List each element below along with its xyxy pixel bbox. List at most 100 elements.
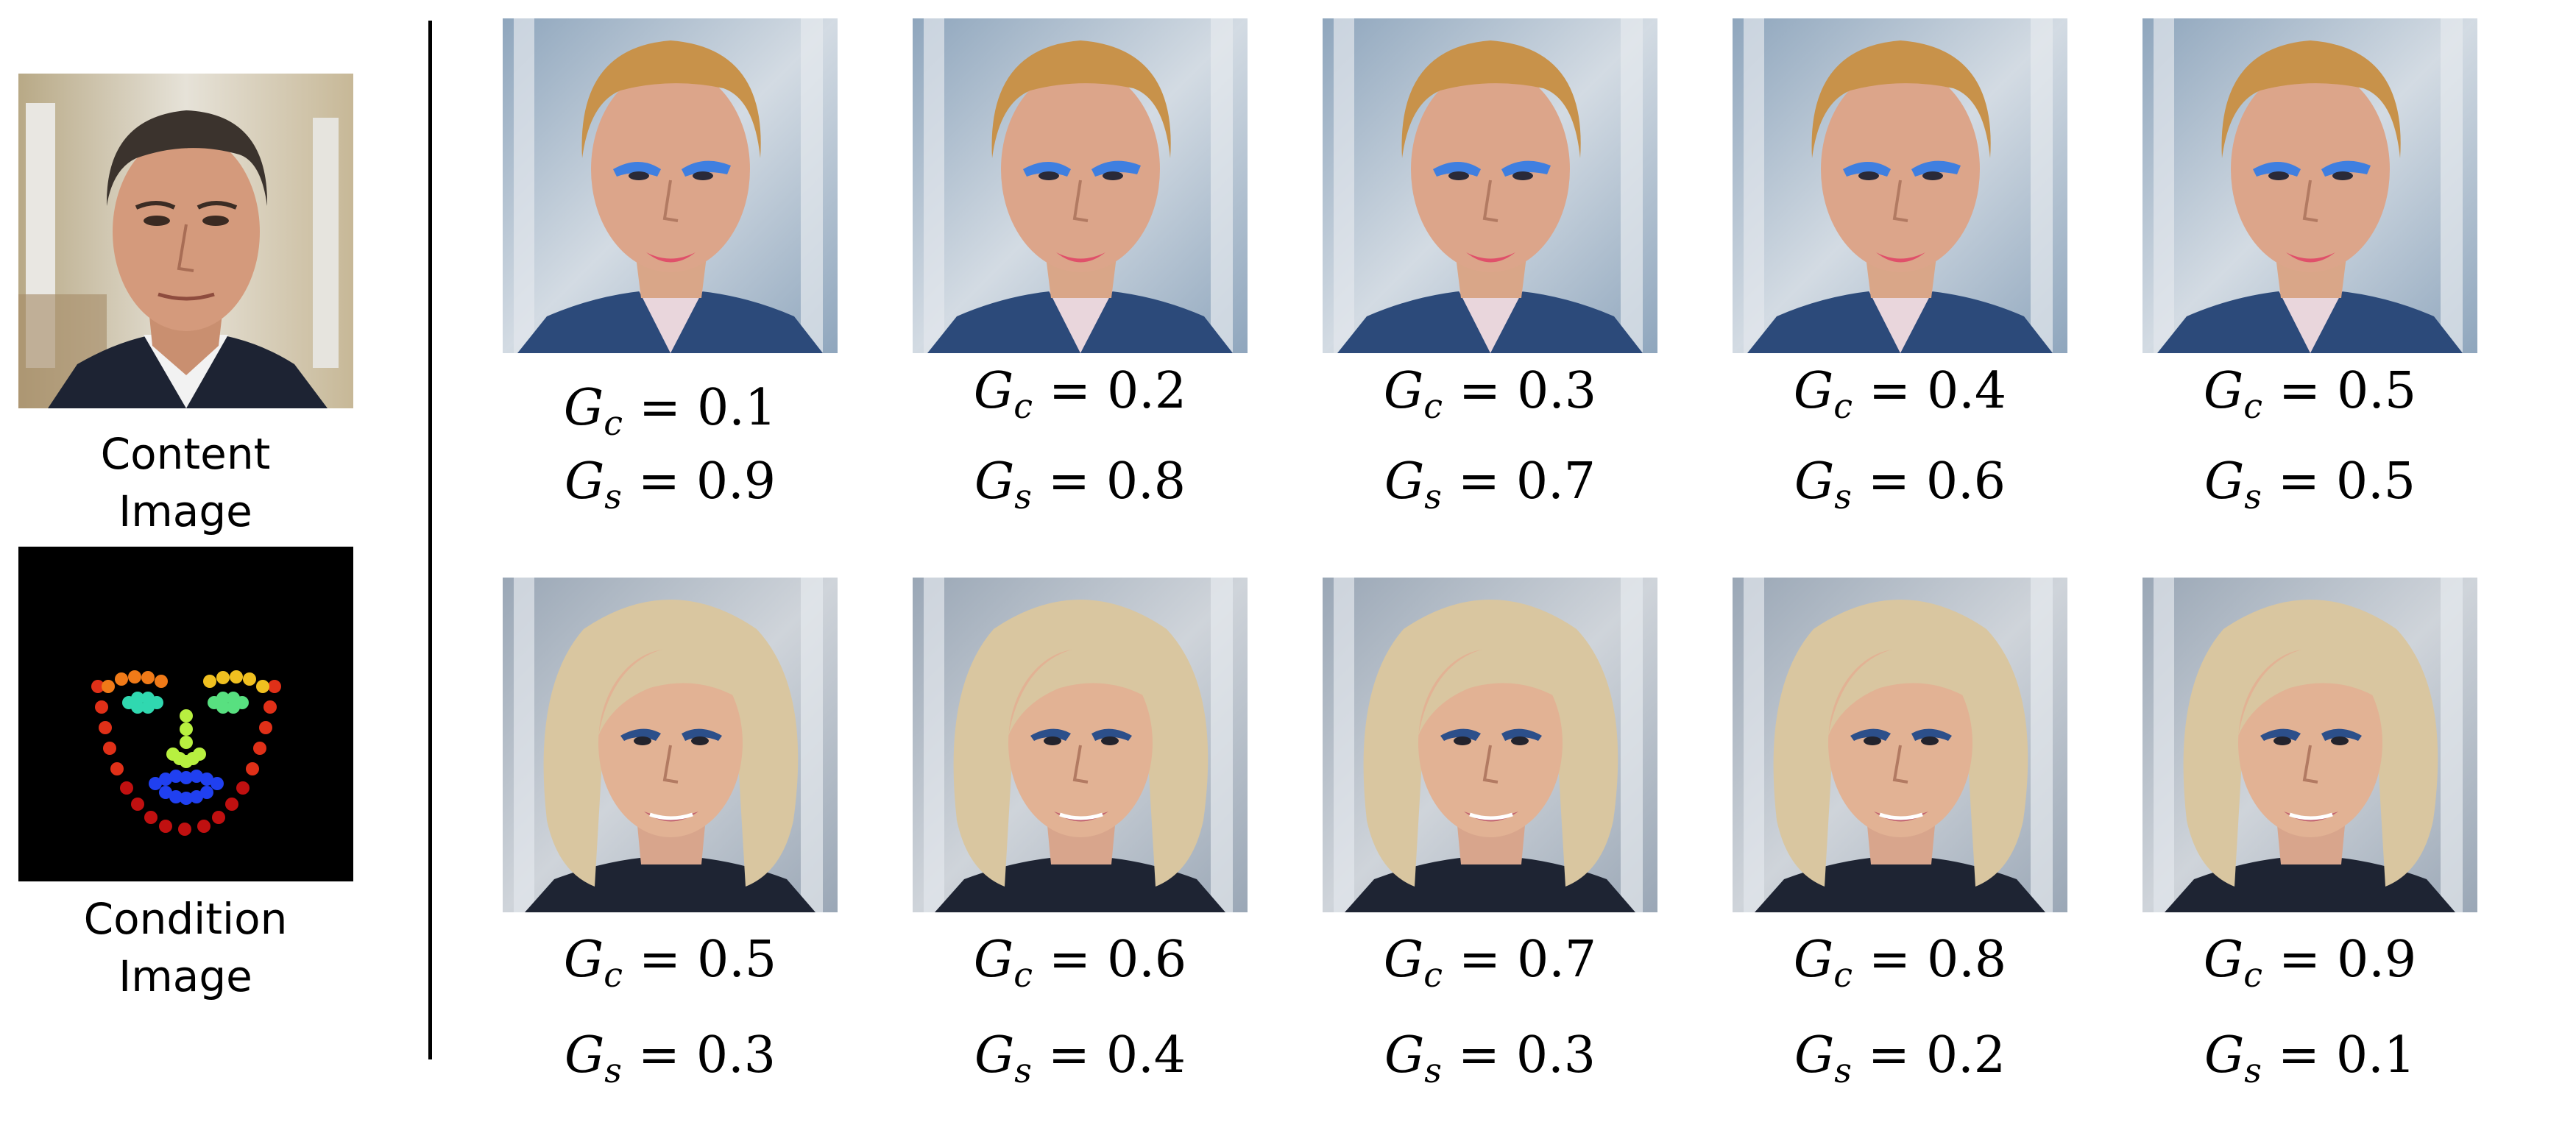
landmark-dot [227,700,240,714]
landmark-dot [253,742,266,755]
content-image [18,74,353,408]
equals-sign: = [1457,1026,1500,1084]
result-image [503,18,838,353]
variable-symbol: G [564,452,605,511]
equals-sign: = [2278,362,2321,420]
equals-sign: = [1867,1026,1910,1084]
landmark-dot [246,762,259,775]
gc-equation: Gc = 0.1 [503,379,838,452]
landmark-dot [99,721,112,734]
landmark-dot [225,798,238,811]
panel-divider [428,21,432,1059]
variable-symbol: G [974,1026,1015,1084]
condition-caption-line-1: Condition [83,894,288,944]
gc-equation: Gc = 0.5 [2142,362,2477,436]
gs-value: 0.5 [2335,452,2416,511]
result-image [1323,578,1657,912]
result-image [2142,578,2477,912]
gc-equation: Gc = 0.9 [2142,931,2477,1004]
landmark-dot [155,675,168,688]
gc-equation: Gc = 0.5 [503,931,838,1004]
landmark-dot [141,671,155,684]
gc-value: 0.4 [1926,362,2007,420]
landmark-dot [159,820,172,833]
landmark-dot [131,700,144,714]
variable-symbol: G [1383,362,1424,420]
variable-symbol: G [563,931,604,989]
landmark-dot [178,823,191,836]
content-caption-line-2: Image [118,486,252,536]
landmark-dot [210,777,224,790]
result-image [1323,18,1657,353]
gc-equation: Gc = 0.6 [913,931,1248,1004]
gc-subscript: c [604,955,623,995]
landmark-dot [110,762,124,775]
variable-symbol: G [2203,931,2244,989]
gs-equation: Gs = 0.7 [1323,452,1657,526]
variable-symbol: G [564,1026,605,1084]
gc-equation: Gc = 0.8 [1733,931,2067,1004]
equals-sign: = [2278,931,2321,989]
gs-value: 0.9 [696,452,776,511]
gc-equation: Gc = 0.3 [1323,362,1657,436]
landmark-dot [149,777,162,790]
gc-value: 0.5 [2336,362,2417,420]
gs-value: 0.2 [1925,1026,2006,1084]
gs-equation: Gs = 0.3 [503,1026,838,1100]
gs-equation: Gs = 0.1 [2142,1026,2477,1100]
gs-value: 0.7 [1515,452,1596,511]
landmark-dot [212,811,225,824]
equals-sign: = [637,452,680,511]
gc-subscript: c [2243,386,2262,426]
gs-equation: Gs = 0.2 [1733,1026,2067,1100]
gs-value: 0.6 [1925,452,2006,511]
landmark-dot [102,680,115,693]
gc-subscript: c [1833,386,1853,426]
gs-value: 0.3 [696,1026,776,1084]
result-image [913,578,1248,912]
gs-subscript: s [604,477,622,516]
landmark-dot [256,680,269,693]
equals-sign: = [1868,362,1911,420]
landmark-dot [91,680,105,693]
gs-value: 0.4 [1105,1026,1186,1084]
variable-symbol: G [1794,1026,1835,1084]
gs-subscript: s [1834,477,1852,516]
gs-equation: Gs = 0.5 [2142,452,2477,526]
gc-value: 0.8 [1926,931,2007,989]
gs-subscript: s [2244,1051,2262,1090]
gs-value: 0.8 [1105,452,1186,511]
landmark-dot [95,700,108,714]
landmark-dot [243,672,256,686]
equals-sign: = [1048,362,1091,420]
equals-sign: = [1457,452,1500,511]
landmark-dot [180,771,193,784]
gc-value: 0.7 [1516,931,1597,989]
variable-symbol: G [1794,452,1835,511]
landmark-dot [120,781,133,795]
variable-symbol: G [973,931,1014,989]
variable-symbol: G [563,379,604,437]
landmark-dot [159,786,172,799]
landmark-dot [216,671,230,684]
variable-symbol: G [973,362,1014,420]
equals-sign: = [1047,1026,1090,1084]
equals-sign: = [638,931,681,989]
gc-equation: Gc = 0.4 [1733,362,2067,436]
variable-symbol: G [2203,362,2244,420]
result-image [1733,578,2067,912]
equals-sign: = [1048,931,1091,989]
variable-symbol: G [2204,1026,2245,1084]
gc-subscript: c [1423,955,1443,995]
content-portrait [18,74,353,408]
variable-symbol: G [1793,362,1834,420]
gc-subscript: c [1423,386,1443,426]
landmark-dot [169,770,183,783]
gs-equation: Gs = 0.4 [913,1026,1248,1100]
landmark-dot [190,770,203,783]
gs-value: 0.3 [1515,1026,1596,1084]
gc-equation: Gc = 0.7 [1323,931,1657,1004]
landmark-dot [180,792,193,805]
gc-subscript: c [1013,955,1033,995]
landmark-map [18,547,353,881]
